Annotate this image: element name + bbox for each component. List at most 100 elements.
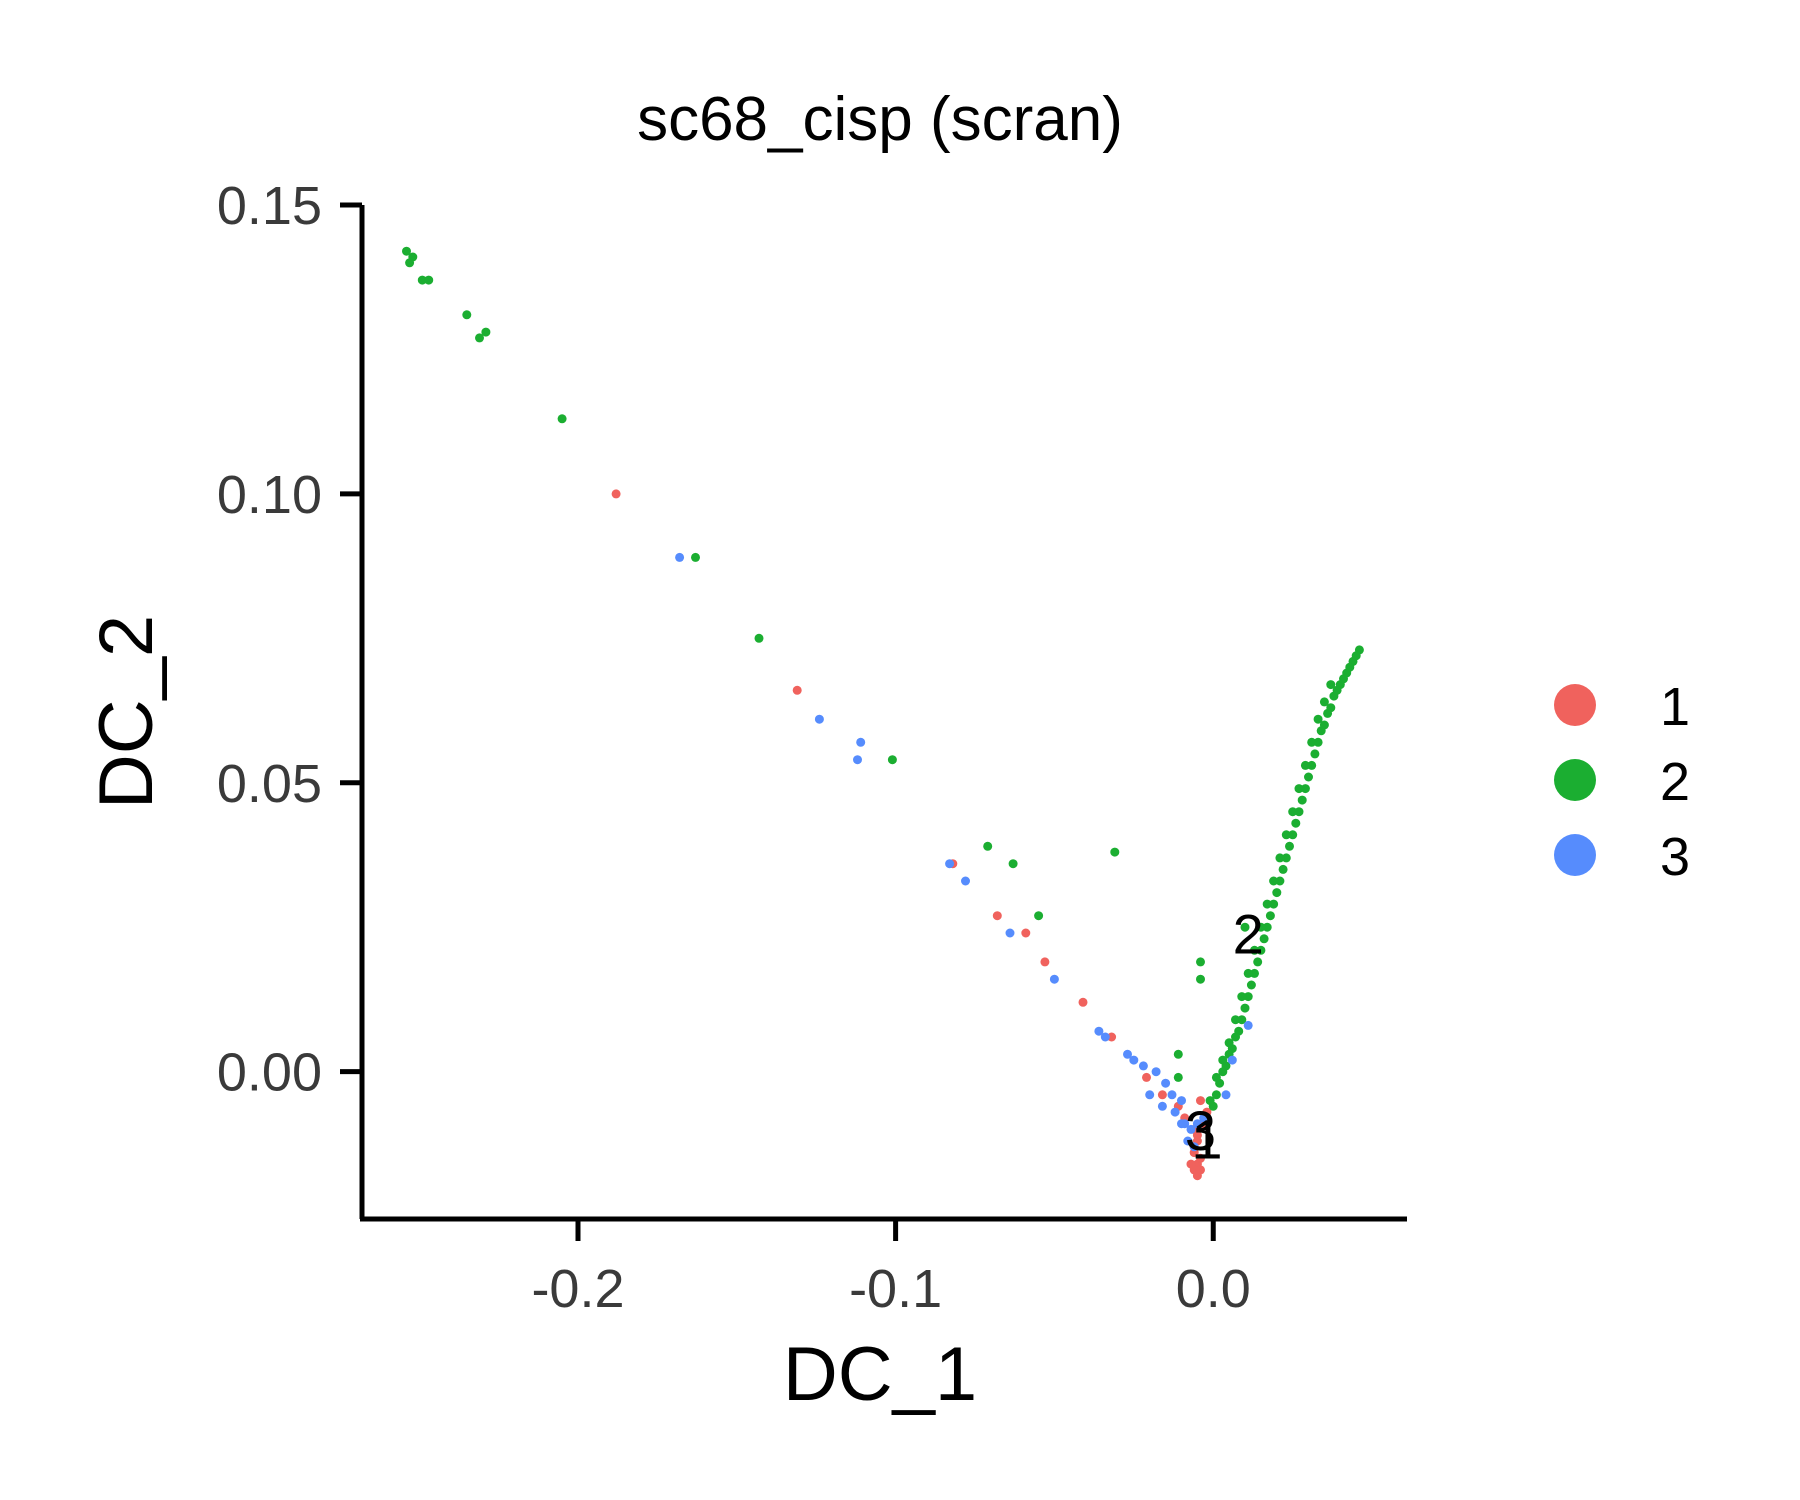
point-series-2 (1269, 899, 1279, 909)
point-series-2 (1256, 922, 1266, 932)
chart-title: sc68_cisp (scran) (637, 85, 1123, 154)
legend-label-3: 3 (1660, 827, 1690, 887)
point-series-2 (1307, 760, 1317, 770)
legend: 1 2 3 (1554, 677, 1690, 887)
point-series-2 (1319, 697, 1329, 707)
point-series-2 (1304, 772, 1313, 782)
point-series-2 (1008, 859, 1018, 869)
point-series-3 (1186, 1124, 1196, 1134)
cluster-label-2: 2 (1233, 903, 1264, 966)
point-series-2 (1173, 1072, 1183, 1082)
point-series-2 (1218, 1055, 1228, 1065)
point-series-2 (1319, 720, 1329, 730)
point-series-2 (1313, 737, 1323, 747)
point-series-3 (1170, 1107, 1180, 1117)
point-series-2 (1034, 911, 1044, 921)
point-series-1 (1078, 997, 1088, 1007)
point-series-2 (1332, 685, 1342, 695)
point-series-3 (1227, 1055, 1237, 1065)
point-series-2 (1240, 1003, 1250, 1013)
point-series-3 (1161, 1078, 1171, 1088)
point-series-2 (1351, 651, 1361, 661)
point-series-1 (1192, 1130, 1202, 1140)
cluster-label-1: 1 (1191, 1108, 1222, 1171)
point-series-2 (1262, 922, 1272, 932)
point-series-2 (983, 841, 993, 851)
y-axis-title: DC_2 (84, 615, 169, 809)
point-series-1 (1021, 928, 1031, 938)
x-tick-label: -0.1 (849, 1259, 942, 1319)
point-series-3 (1094, 1026, 1104, 1036)
point-series-3 (945, 859, 955, 869)
point-series-2 (475, 333, 484, 343)
point-series-2 (1224, 1038, 1234, 1048)
point-series-2 (1288, 830, 1298, 840)
legend-label-1: 1 (1660, 677, 1690, 737)
point-series-2 (1243, 968, 1253, 978)
y-tick-label: 0.15 (217, 176, 322, 236)
point-series-3 (1145, 1090, 1155, 1100)
point-series-2 (1265, 911, 1275, 921)
point-series-3 (814, 714, 824, 724)
point-series-3 (1167, 1090, 1177, 1100)
point-series-1 (1196, 1165, 1205, 1175)
point-series-3 (1177, 1119, 1186, 1129)
point-series-2 (1278, 864, 1288, 874)
point-series-3 (675, 552, 685, 562)
point-series-2 (1345, 662, 1355, 672)
legend-key-1 (1554, 684, 1596, 726)
point-series-2 (1300, 760, 1310, 770)
point-series-2 (887, 755, 897, 765)
point-series-2 (462, 310, 472, 320)
point-series-3 (1151, 1067, 1161, 1077)
x-axis-ticks: -0.2 -0.1 0.0 (531, 1219, 1251, 1319)
point-series-3 (856, 737, 866, 747)
point-series-1 (792, 685, 802, 695)
point-series-2 (557, 414, 567, 424)
y-tick-label: 0.00 (217, 1043, 322, 1103)
point-series-3 (1129, 1055, 1139, 1065)
point-series-2 (1339, 674, 1348, 684)
point-series-2 (1211, 1072, 1221, 1082)
point-series-2 (1294, 784, 1304, 794)
point-series-2 (1211, 1090, 1221, 1100)
point-series-2 (754, 633, 764, 643)
point-series-3 (1005, 928, 1015, 938)
point-series-1 (1142, 1072, 1151, 1082)
point-series-3 (1199, 1113, 1209, 1123)
point-series-2 (1243, 992, 1253, 1002)
point-series-2 (481, 327, 491, 337)
point-series-3 (1049, 974, 1059, 984)
point-series-2 (1250, 945, 1259, 955)
point-series-3 (1157, 1101, 1167, 1111)
data-points (402, 246, 1364, 1181)
point-series-1 (1186, 1159, 1196, 1169)
point-series-2 (1269, 876, 1279, 886)
point-series-3 (1100, 1032, 1110, 1042)
point-series-1 (1157, 1090, 1167, 1100)
point-series-2 (1326, 703, 1336, 713)
cluster-label-3: 3 (1185, 1099, 1216, 1162)
point-series-2 (1262, 899, 1272, 909)
point-series-1 (992, 911, 1002, 921)
x-axis-title: DC_1 (783, 1332, 977, 1417)
point-series-2 (691, 552, 700, 562)
point-series-2 (1250, 968, 1259, 978)
point-series-3 (1189, 1142, 1199, 1152)
y-tick-label: 0.05 (217, 754, 322, 814)
point-series-2 (1313, 714, 1323, 724)
point-series-2 (1307, 737, 1317, 747)
point-series-2 (1272, 888, 1282, 898)
point-series-2 (1237, 1015, 1247, 1025)
point-series-3 (961, 876, 970, 886)
point-series-2 (405, 258, 415, 268)
legend-key-2 (1554, 759, 1596, 801)
point-series-2 (1196, 957, 1205, 967)
point-series-2 (1326, 680, 1336, 690)
point-series-2 (417, 275, 427, 285)
point-series-1 (1196, 1153, 1205, 1163)
point-series-2 (1246, 980, 1256, 990)
x-tick-label: 0.0 (1176, 1259, 1251, 1319)
